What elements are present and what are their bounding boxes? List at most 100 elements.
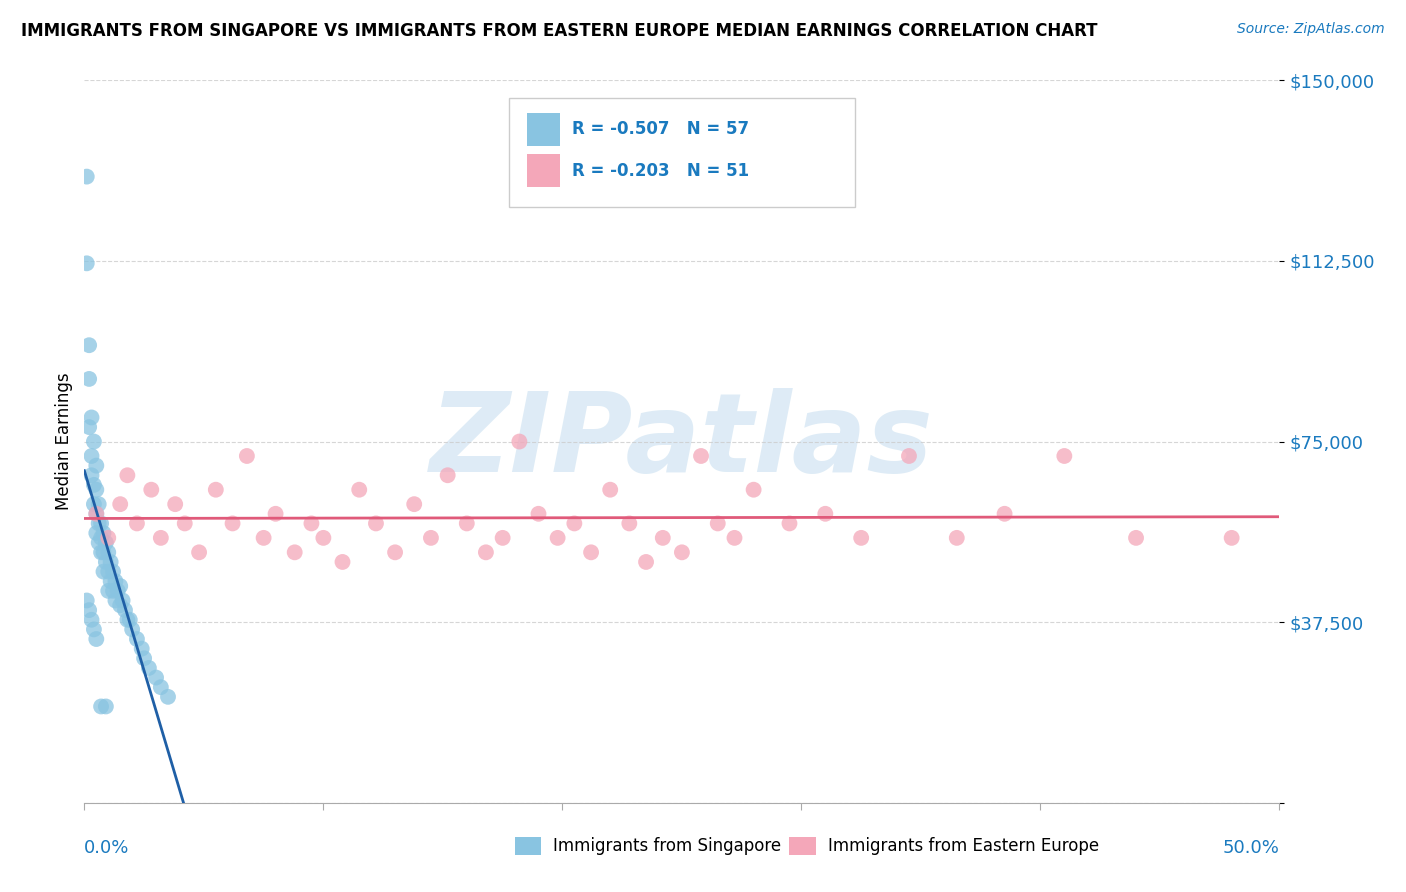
Point xyxy=(93,526,115,541)
Point xyxy=(145,671,167,685)
Point xyxy=(547,531,569,545)
Point xyxy=(742,483,765,497)
Point xyxy=(364,516,387,531)
Point xyxy=(107,583,129,598)
Point xyxy=(80,410,103,425)
Point xyxy=(527,507,550,521)
Point xyxy=(205,483,228,497)
Point xyxy=(93,545,115,559)
Point xyxy=(284,545,307,559)
Y-axis label: Median Earnings: Median Earnings xyxy=(55,373,73,510)
Point xyxy=(149,531,172,545)
Point xyxy=(564,516,586,531)
Point xyxy=(384,545,406,559)
Point xyxy=(599,483,621,497)
Point xyxy=(221,516,243,531)
Text: R = -0.507   N = 57: R = -0.507 N = 57 xyxy=(572,120,749,138)
Point xyxy=(77,338,100,352)
Point xyxy=(94,535,117,549)
Point xyxy=(188,545,211,559)
Point xyxy=(90,531,112,545)
Point xyxy=(83,434,105,449)
Point xyxy=(253,531,276,545)
Bar xyxy=(790,838,815,855)
Point xyxy=(131,641,153,656)
Point xyxy=(101,583,124,598)
Point xyxy=(87,535,110,549)
Point xyxy=(114,603,136,617)
Point xyxy=(100,574,122,589)
Point xyxy=(97,583,120,598)
Point xyxy=(83,478,105,492)
Point xyxy=(690,449,713,463)
Point xyxy=(86,632,108,646)
Point xyxy=(83,623,105,637)
Point xyxy=(723,531,745,545)
Point xyxy=(651,531,673,545)
Point xyxy=(301,516,323,531)
Bar xyxy=(515,838,541,855)
Point xyxy=(141,483,163,497)
Point xyxy=(90,516,112,531)
Point xyxy=(456,516,478,531)
Text: Immigrants from Eastern Europe: Immigrants from Eastern Europe xyxy=(828,838,1099,855)
Point xyxy=(125,632,148,646)
Point xyxy=(851,531,873,545)
Point xyxy=(77,372,100,386)
Point xyxy=(76,169,98,184)
Point xyxy=(100,555,122,569)
Point xyxy=(101,565,124,579)
Text: Source: ZipAtlas.com: Source: ZipAtlas.com xyxy=(1237,22,1385,37)
Point xyxy=(80,613,103,627)
Point xyxy=(332,555,354,569)
Point xyxy=(87,497,110,511)
Point xyxy=(94,555,117,569)
Point xyxy=(97,545,120,559)
Point xyxy=(111,593,134,607)
FancyBboxPatch shape xyxy=(509,98,855,207)
Point xyxy=(1053,449,1076,463)
Point xyxy=(671,545,693,559)
Point xyxy=(404,497,426,511)
Text: IMMIGRANTS FROM SINGAPORE VS IMMIGRANTS FROM EASTERN EUROPE MEDIAN EARNINGS CORR: IMMIGRANTS FROM SINGAPORE VS IMMIGRANTS … xyxy=(21,22,1098,40)
Bar xyxy=(527,154,560,186)
Point xyxy=(83,497,105,511)
Point xyxy=(90,699,112,714)
Point xyxy=(508,434,530,449)
Point xyxy=(86,507,108,521)
Point xyxy=(475,545,498,559)
Point xyxy=(898,449,921,463)
Point xyxy=(236,449,259,463)
Point xyxy=(76,593,98,607)
Bar xyxy=(527,113,560,145)
Point xyxy=(76,256,98,270)
Point xyxy=(104,593,127,607)
Point xyxy=(104,574,127,589)
Text: R = -0.203   N = 51: R = -0.203 N = 51 xyxy=(572,161,749,179)
Point xyxy=(420,531,443,545)
Point xyxy=(779,516,801,531)
Point xyxy=(349,483,371,497)
Point xyxy=(264,507,287,521)
Point xyxy=(77,420,100,434)
Point xyxy=(946,531,969,545)
Text: 50.0%: 50.0% xyxy=(1223,838,1279,857)
Point xyxy=(814,507,837,521)
Point xyxy=(80,449,103,463)
Point xyxy=(117,613,139,627)
Point xyxy=(636,555,658,569)
Point xyxy=(707,516,730,531)
Text: ZIPatlas: ZIPatlas xyxy=(430,388,934,495)
Point xyxy=(117,468,139,483)
Point xyxy=(157,690,180,704)
Point xyxy=(90,545,112,559)
Point xyxy=(436,468,458,483)
Point xyxy=(132,651,156,665)
Point xyxy=(97,565,120,579)
Point xyxy=(77,603,100,617)
Point xyxy=(93,565,115,579)
Point xyxy=(80,468,103,483)
Point xyxy=(125,516,148,531)
Point xyxy=(97,531,120,545)
Point xyxy=(138,661,160,675)
